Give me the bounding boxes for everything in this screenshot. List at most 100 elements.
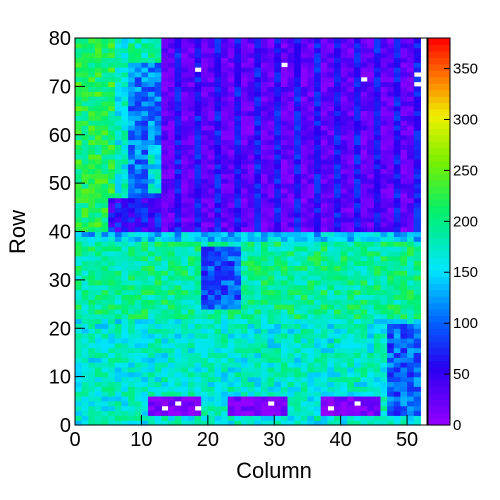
heatmap-cell — [167, 246, 176, 252]
heatmap-cell — [340, 366, 348, 373]
heatmap-cell — [94, 246, 103, 252]
heatmap-cell — [274, 313, 282, 320]
heatmap-cell — [154, 381, 162, 387]
heatmap-cell — [221, 202, 229, 208]
heatmap-cell — [287, 168, 295, 175]
heatmap-cell — [154, 139, 162, 146]
heatmap-cell — [148, 236, 156, 242]
heatmap-cell — [320, 337, 328, 344]
heatmap-cell — [234, 42, 242, 49]
heatmap-cell — [274, 415, 282, 421]
heatmap-cell — [307, 125, 315, 131]
heatmap-cell — [387, 158, 395, 165]
heatmap-cell — [314, 241, 322, 247]
heatmap-cells — [75, 38, 421, 426]
heatmap-cell — [393, 308, 402, 315]
color-scale-swatch — [428, 321, 450, 329]
heatmap-cell — [128, 255, 136, 262]
heatmap-cell — [234, 236, 242, 242]
heatmap-cell — [280, 149, 289, 155]
heatmap-cell — [260, 323, 269, 329]
heatmap-cell — [287, 163, 295, 170]
heatmap-cell — [75, 52, 83, 58]
heatmap-cell — [287, 386, 295, 392]
heatmap-cell — [393, 270, 402, 276]
heatmap-cell — [400, 241, 408, 247]
heatmap-cell — [340, 154, 348, 160]
heatmap-cell — [294, 371, 302, 378]
heatmap-cell — [207, 212, 216, 218]
heatmap-cell — [88, 173, 96, 179]
heatmap-cell — [274, 347, 282, 354]
heatmap-cell — [387, 47, 395, 54]
heatmap-cell — [154, 386, 162, 392]
heatmap-cell — [227, 381, 235, 387]
heatmap-cell — [380, 183, 388, 189]
heatmap-cell — [174, 386, 182, 392]
heatmap-cell — [108, 376, 116, 383]
heatmap-cell — [320, 110, 328, 116]
heatmap-cell — [274, 197, 282, 204]
heatmap-cell — [387, 231, 395, 237]
heatmap-cell — [353, 250, 362, 257]
heatmap-cell — [128, 149, 136, 155]
heatmap-cell — [247, 62, 255, 68]
heatmap-cell — [294, 270, 302, 276]
heatmap-cell — [413, 52, 421, 58]
heatmap-cell — [373, 42, 382, 49]
heatmap-cell — [187, 52, 196, 58]
heatmap-cell — [373, 255, 382, 262]
heatmap-cell — [167, 357, 176, 363]
heatmap-cell — [360, 183, 368, 189]
heatmap-cell — [227, 405, 235, 412]
heatmap-cell — [194, 308, 202, 315]
heatmap-cell — [267, 250, 275, 257]
heatmap-cell — [393, 47, 402, 54]
heatmap-cell — [267, 115, 275, 121]
heatmap-cell — [307, 279, 315, 286]
heatmap-cell — [174, 270, 182, 276]
heatmap-cell — [181, 71, 189, 78]
heatmap-cell — [167, 100, 176, 107]
heatmap-cell — [161, 154, 169, 160]
heatmap-cell — [207, 47, 216, 54]
heatmap-cell — [174, 308, 182, 315]
heatmap-cell — [380, 313, 388, 320]
heatmap-cell — [154, 110, 162, 116]
heatmap-cell — [167, 420, 176, 426]
heatmap-cell — [274, 47, 282, 54]
heatmap-cell — [294, 178, 302, 184]
heatmap-cell — [267, 42, 275, 49]
heatmap-cell — [287, 144, 295, 150]
heatmap-cell — [141, 255, 149, 262]
color-scale-label: 200 — [453, 213, 478, 230]
heatmap-cell — [254, 284, 262, 291]
heatmap-cell — [187, 371, 196, 378]
heatmap-cell — [81, 226, 89, 233]
heatmap-cell — [128, 197, 136, 204]
heatmap-cell — [294, 183, 302, 189]
heatmap-cell — [267, 391, 275, 397]
heatmap-cell — [367, 120, 375, 126]
heatmap-cell — [314, 197, 322, 204]
color-scale — [427, 37, 451, 426]
heatmap-cell — [88, 270, 96, 276]
heatmap-cell — [207, 366, 216, 373]
heatmap-cell — [88, 125, 96, 131]
heatmap-cell — [247, 246, 255, 252]
heatmap-cell — [340, 197, 348, 204]
heatmap-cell — [300, 415, 309, 421]
heatmap-cell — [334, 163, 342, 170]
heatmap-cell — [267, 139, 275, 146]
heatmap-cell — [114, 187, 123, 194]
heatmap-cell — [161, 328, 169, 334]
heatmap-cell — [207, 236, 216, 242]
heatmap-cell — [320, 328, 328, 334]
heatmap-cell — [400, 381, 408, 387]
heatmap-cell — [108, 81, 116, 87]
heatmap-cell — [347, 342, 355, 349]
heatmap-cell — [267, 279, 275, 286]
heatmap-cell — [247, 357, 255, 363]
heatmap-cell — [148, 381, 156, 387]
heatmap-cell — [327, 163, 335, 170]
